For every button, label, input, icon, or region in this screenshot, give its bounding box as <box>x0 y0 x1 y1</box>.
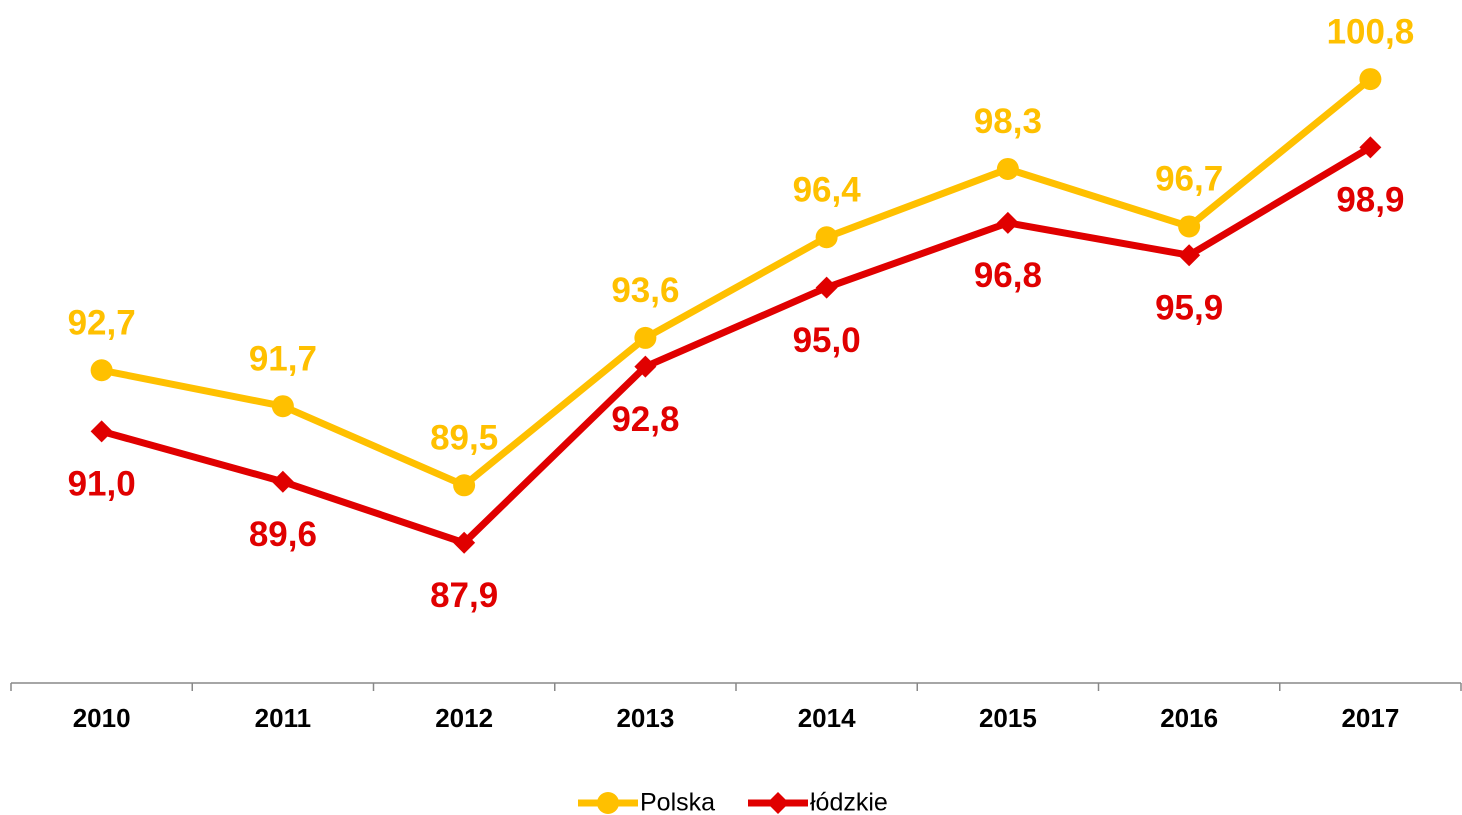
x-tick-label: 2017 <box>1341 703 1399 733</box>
data-label: 91,7 <box>249 339 317 378</box>
x-tick-label: 2012 <box>435 703 493 733</box>
point <box>996 157 1019 180</box>
legend-label: Polska <box>640 789 715 815</box>
x-tick-label: 2010 <box>73 703 131 733</box>
data-label: 89,5 <box>430 419 498 458</box>
data-label: 100,8 <box>1327 12 1415 51</box>
point <box>1359 136 1382 159</box>
data-label: 96,8 <box>974 256 1042 295</box>
x-tick-label: 2011 <box>255 703 311 733</box>
x-tick-label: 2016 <box>1160 703 1218 733</box>
data-label: 95,0 <box>793 321 861 360</box>
point <box>1359 68 1382 91</box>
point <box>271 470 294 493</box>
legend-label: łódzkie <box>810 789 888 815</box>
data-label: 92,7 <box>68 304 136 343</box>
data-label: 98,9 <box>1336 181 1404 220</box>
data-label: 96,7 <box>1155 160 1223 199</box>
data-label: 87,9 <box>430 576 498 615</box>
data-label: 96,4 <box>793 171 862 210</box>
point <box>634 355 657 378</box>
x-tick-label: 2015 <box>979 703 1037 733</box>
point <box>996 211 1019 234</box>
point <box>1178 244 1201 267</box>
data-label: 92,8 <box>611 400 679 439</box>
data-label: 98,3 <box>974 102 1042 141</box>
point <box>90 420 113 443</box>
point <box>453 531 476 554</box>
data-label: 91,0 <box>68 465 136 504</box>
point <box>90 359 113 382</box>
data-label: 89,6 <box>249 515 317 554</box>
point <box>1178 215 1201 238</box>
point <box>271 395 294 418</box>
data-label: 95,9 <box>1155 288 1223 327</box>
x-tick-label: 2013 <box>616 703 674 733</box>
point <box>597 792 619 814</box>
point <box>634 326 657 349</box>
series-line <box>100 144 1373 547</box>
point <box>815 226 838 249</box>
x-tick-label: 2014 <box>798 703 856 733</box>
point <box>815 276 838 299</box>
series-line <box>100 76 1373 489</box>
point <box>767 792 789 814</box>
data-label: 93,6 <box>611 271 679 310</box>
point <box>453 474 476 497</box>
